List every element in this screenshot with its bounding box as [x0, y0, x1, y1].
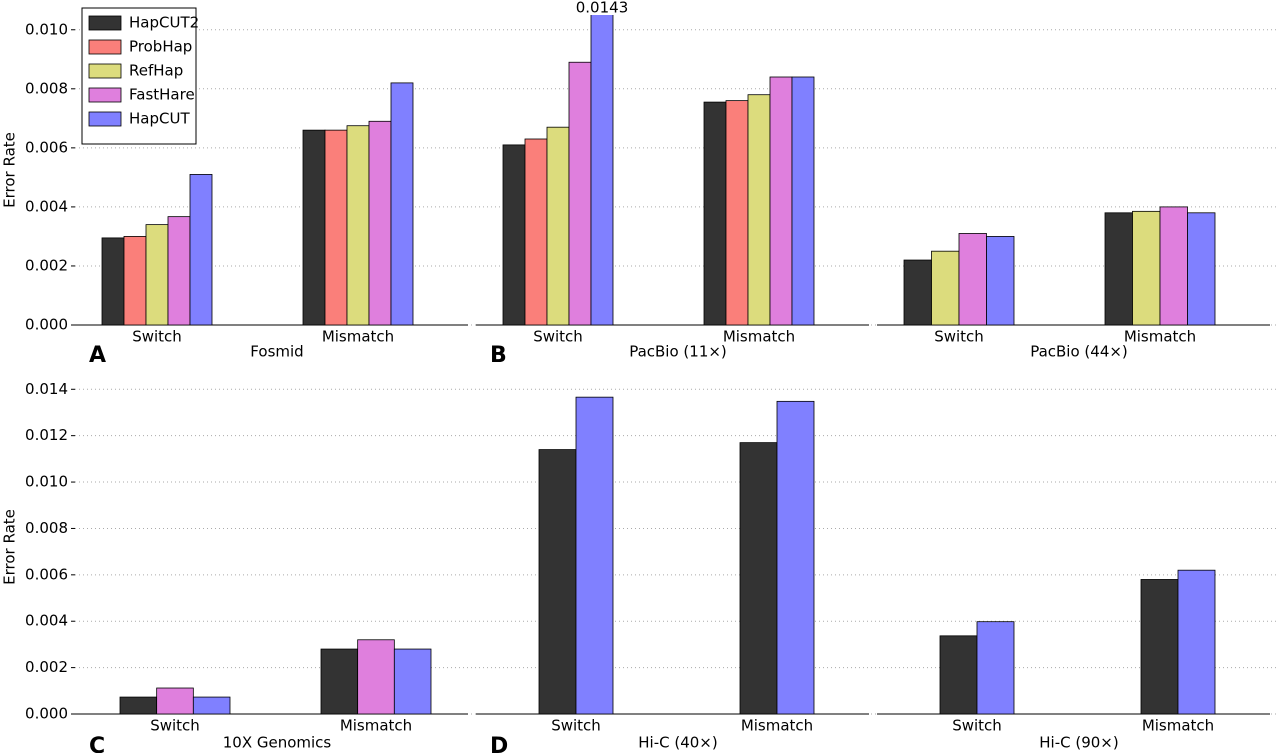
x-tick-label: Switch	[934, 328, 984, 346]
panel-title: Fosmid	[250, 343, 303, 361]
bar	[101, 237, 125, 326]
x-tick-label: Switch	[132, 328, 182, 346]
bar	[568, 61, 592, 326]
legend-label: ProbHap	[129, 38, 192, 56]
x-tick-label: Switch	[551, 717, 601, 735]
legend-label: HapCUT2	[129, 14, 199, 32]
x-tick-label: Mismatch	[741, 717, 813, 735]
bar	[320, 648, 359, 715]
bar	[725, 100, 749, 326]
panel-title: Hi-C (40×)	[638, 734, 717, 752]
bar	[703, 101, 727, 326]
bar	[393, 648, 432, 715]
y-tick-label: 0.004	[25, 197, 68, 215]
legend-swatch	[88, 111, 122, 127]
bar	[976, 621, 1015, 715]
bar	[156, 687, 194, 715]
y-tick-label: 0.002	[25, 256, 68, 274]
x-tick-label: Mismatch	[723, 328, 795, 346]
legend-swatch	[88, 39, 122, 55]
x-tick-label: Switch	[952, 717, 1002, 735]
panel-title: 10X Genomics	[223, 734, 332, 752]
bar	[192, 696, 231, 715]
y-axis-label: Error Rate	[1, 509, 19, 585]
bar	[538, 449, 577, 715]
bar	[769, 76, 793, 326]
x-tick-label: Mismatch	[1124, 328, 1196, 346]
y-tick-label: 0.008	[25, 519, 68, 537]
panel-title: PacBio (11×)	[629, 343, 727, 361]
bar	[1187, 212, 1216, 326]
y-tick-label: 0.000	[25, 705, 68, 723]
bar	[302, 129, 326, 326]
legend-swatch	[88, 15, 122, 31]
bar	[1104, 212, 1133, 326]
bar	[931, 250, 960, 326]
bar	[939, 635, 978, 715]
bar	[167, 216, 191, 326]
bar	[1177, 569, 1216, 715]
x-tick-label: Switch	[533, 328, 583, 346]
legend-label: RefHap	[129, 62, 183, 80]
bar	[524, 138, 548, 326]
bar	[903, 259, 932, 326]
bar	[390, 82, 414, 326]
y-tick-label: 0.006	[25, 138, 68, 156]
legend: HapCUT2 ProbHap RefHap FastHare HapCUT	[81, 7, 199, 145]
bar	[791, 76, 815, 326]
bar	[346, 125, 370, 326]
y-tick-label: 0.012	[25, 426, 68, 444]
bar	[145, 224, 169, 326]
panel-letter: B	[490, 343, 507, 368]
y-tick-label: 0.010	[25, 20, 68, 38]
legend-label: HapCUT	[129, 110, 190, 128]
bar	[357, 639, 395, 715]
bar	[502, 144, 526, 326]
bar	[739, 442, 778, 715]
bar	[324, 129, 348, 326]
bar	[546, 126, 570, 326]
bar	[958, 233, 987, 326]
y-tick-label: 0.002	[25, 658, 68, 676]
legend-swatch	[88, 87, 122, 103]
y-tick-label: 0.004	[25, 612, 68, 630]
panel-letter: A	[89, 343, 106, 368]
y-tick-label: 0.014	[25, 380, 68, 398]
legend-label: FastHare	[129, 86, 195, 104]
y-axis-label: Error Rate	[1, 132, 19, 208]
y-tick-label: 0.006	[25, 565, 68, 583]
bar	[590, 15, 614, 326]
x-tick-label: Mismatch	[322, 328, 394, 346]
bar	[776, 400, 815, 715]
x-tick-label: Mismatch	[340, 717, 412, 735]
x-tick-label: Switch	[150, 717, 200, 735]
value-label: 0.0143	[576, 0, 629, 17]
bar	[1159, 206, 1188, 326]
panel-letter: D	[490, 734, 508, 753]
y-tick-label: 0.000	[25, 316, 68, 334]
bar	[1132, 210, 1161, 326]
bar	[189, 174, 213, 326]
panel-title: Hi-C (90×)	[1039, 734, 1118, 752]
y-tick-label: 0.010	[25, 473, 68, 491]
bar	[575, 396, 614, 715]
x-tick-label: Mismatch	[1142, 717, 1214, 735]
bar	[119, 696, 158, 715]
panel-letter: C	[89, 734, 105, 753]
bar	[123, 236, 147, 326]
legend-swatch	[88, 63, 122, 79]
bar	[747, 94, 771, 326]
bar	[1140, 579, 1179, 715]
panel-title: PacBio (44×)	[1030, 343, 1128, 361]
bar	[368, 120, 392, 326]
y-tick-label: 0.008	[25, 79, 68, 97]
bar	[986, 236, 1015, 326]
